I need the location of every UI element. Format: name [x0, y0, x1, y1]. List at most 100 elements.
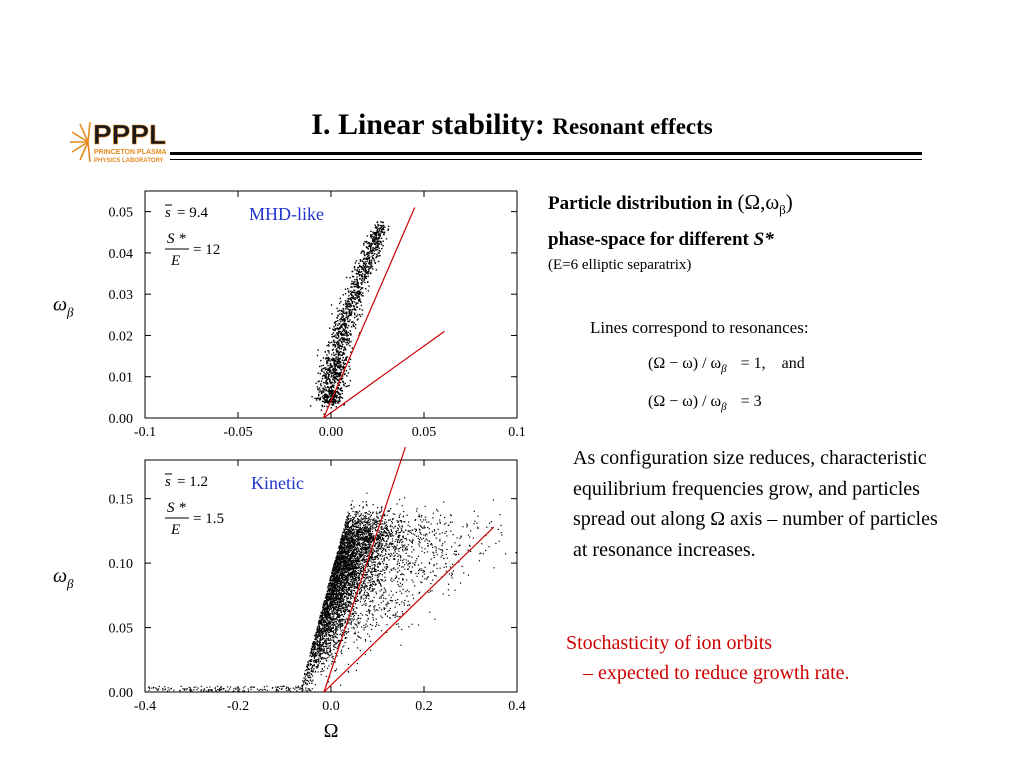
scatter-point [354, 316, 356, 319]
scatter-point [315, 646, 317, 648]
scatter-point [375, 242, 377, 244]
scatter-point [394, 606, 396, 608]
scatter-point [347, 517, 349, 519]
scatter-point [358, 557, 360, 559]
scatter-point [452, 534, 454, 536]
scatter-point [429, 563, 431, 565]
scatter-point [364, 561, 366, 563]
scatter-point [370, 243, 373, 245]
scatter-point [340, 571, 342, 573]
scatter-point [347, 303, 349, 305]
scatter-point [327, 630, 329, 632]
scatter-point [369, 260, 371, 262]
y-tick-label: 0.03 [109, 288, 134, 303]
scatter-point [368, 521, 370, 524]
scatter-point [376, 575, 378, 577]
scatter-point [381, 247, 383, 250]
scatter-point [341, 607, 343, 609]
scatter-point [344, 621, 346, 623]
scatter-point [330, 374, 333, 377]
scatter-point [356, 523, 358, 525]
scatter-point [342, 308, 345, 310]
scatter-point [318, 627, 320, 629]
scatter-point [357, 295, 359, 297]
scatter-point [333, 604, 335, 606]
scatter-point [382, 224, 385, 227]
scatter-point [340, 371, 342, 373]
scatter-point [313, 668, 315, 670]
scatter-point [333, 588, 335, 590]
scatter-point [361, 309, 364, 311]
scatter-point [312, 642, 315, 644]
scatter-point [354, 292, 356, 294]
scatter-point [353, 564, 355, 566]
scatter-point [353, 517, 355, 519]
scatter-point [415, 572, 417, 575]
scatter-point [322, 619, 324, 621]
scatter-point [323, 608, 325, 611]
scatter-point [324, 639, 326, 641]
scatter-point [339, 319, 341, 321]
scatter-point [337, 551, 340, 553]
scatter-point [327, 400, 329, 402]
scatter-point [363, 528, 365, 530]
scatter-point [378, 237, 381, 239]
scatter-point [322, 389, 324, 391]
scatter-point [337, 314, 339, 316]
scatter-point [344, 302, 347, 304]
scatter-point [366, 253, 368, 255]
scatter-point [330, 392, 333, 394]
scatter-point [337, 401, 339, 403]
scatter-point [378, 579, 380, 581]
scatter-point [323, 615, 325, 617]
scatter-point [371, 265, 373, 268]
scatter-point [326, 602, 328, 604]
scatter-point [348, 573, 350, 575]
scatter-point [330, 577, 332, 579]
scatter-point [326, 606, 328, 609]
scatter-point [353, 305, 355, 308]
scatter-point [386, 543, 388, 545]
scatter-point [360, 549, 362, 551]
scatter-point [340, 364, 342, 366]
scatter-point [336, 585, 338, 587]
scatter-point [333, 576, 335, 578]
scatter-point [397, 598, 399, 601]
scatter-point [421, 575, 424, 577]
scatter-point [350, 286, 352, 288]
scatter-point [339, 357, 341, 359]
scatter-point [358, 293, 360, 296]
scatter-point [393, 549, 396, 551]
scatter-point [322, 656, 324, 659]
scatter-point [341, 554, 343, 557]
scatter-point [349, 368, 351, 370]
scatter-point [327, 613, 329, 616]
scatter-point [327, 598, 329, 600]
scatter-point [342, 334, 344, 337]
scatter-point [430, 571, 432, 573]
logo-subtext-1: PRINCETON PLASMA [94, 149, 167, 156]
scatter-point [336, 598, 338, 600]
scatter-point [349, 549, 351, 551]
scatter-point [383, 521, 386, 523]
scatter-point [328, 592, 330, 594]
scatter-point [406, 539, 408, 541]
scatter-point [334, 567, 336, 569]
scatter-point [377, 552, 379, 554]
scatter-point [341, 561, 343, 563]
scatter-point [364, 240, 366, 243]
scatter-point [327, 369, 329, 371]
scatter-point [469, 545, 471, 547]
scatter-point [377, 550, 379, 552]
scatter-point [373, 536, 375, 538]
scatter-point [345, 587, 347, 589]
scatter-point [344, 318, 346, 320]
scatter-point [333, 613, 335, 616]
scatter-point [353, 325, 355, 327]
scatter-point [346, 385, 349, 387]
scatter-point [357, 282, 359, 284]
scatter-point [330, 376, 332, 378]
scatter-point [401, 538, 403, 540]
scatter-point [375, 609, 377, 611]
scatter-point [340, 345, 342, 348]
